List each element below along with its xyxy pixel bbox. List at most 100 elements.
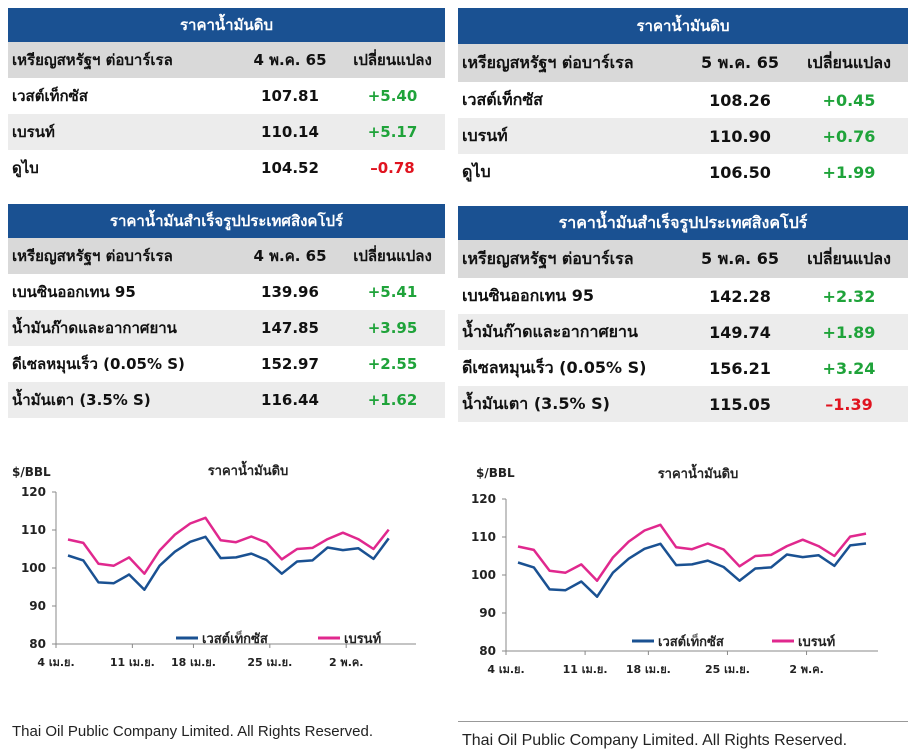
row-change: +1.99: [822, 162, 876, 182]
row-change: +1.62: [367, 391, 418, 409]
x-tick-label: 4 เม.ย.: [37, 656, 74, 669]
table-row: เบรนท์ 110.90 +0.76: [458, 118, 908, 154]
column-unit: เหรียญสหรัฐฯ ต่อบาร์เรล: [12, 51, 173, 69]
row-price: 106.50: [709, 162, 771, 182]
row-name: น้ำมันก๊าดและอากาศยาน: [462, 321, 638, 341]
series-line-wti: [517, 542, 867, 598]
column-unit: เหรียญสหรัฐฯ ต่อบาร์เรล: [462, 248, 634, 268]
table-row: น้ำมันเตา (3.5% S) 115.05 –1.39: [458, 386, 908, 422]
x-tick-label: 25 เม.ย.: [705, 663, 750, 676]
table-row: เบรนท์ 110.14 +5.17: [8, 114, 445, 150]
column-change: เปลี่ยนแปลง: [807, 248, 891, 268]
row-price: 115.05: [709, 394, 771, 414]
y-tick-label: 90: [479, 606, 496, 620]
y-tick-label: 120: [21, 485, 46, 499]
row-name: เวสต์เท็กซัส: [462, 89, 543, 109]
table-row: ดีเซลหมุนเร็ว (0.05% S) 152.97 +2.55: [8, 346, 445, 382]
row-price: 110.90: [709, 126, 771, 146]
row-name: น้ำมันก๊าดและอากาศยาน: [12, 319, 177, 337]
x-tick-label: 4 เม.ย.: [487, 663, 524, 676]
row-name: ดีเซลหมุนเร็ว (0.05% S): [12, 355, 185, 373]
column-unit: เหรียญสหรัฐฯ ต่อบาร์เรล: [462, 52, 634, 72]
row-price: 108.26: [709, 90, 771, 110]
table-row: ดูไบ 106.50 +1.99: [458, 154, 908, 190]
row-price: 147.85: [261, 319, 319, 337]
crude-column-headers: เหรียญสหรัฐฯ ต่อบาร์เรล 5 พ.ค. 65 เปลี่ย…: [458, 44, 908, 82]
column-date: 5 พ.ค. 65: [701, 52, 779, 72]
table-row: เวสต์เท็กซัส 108.26 +0.45: [458, 82, 908, 118]
series-line-brent: [517, 523, 867, 582]
row-name: น้ำมันเตา (3.5% S): [462, 393, 610, 413]
x-tick-label: 2 พ.ค.: [789, 663, 823, 676]
row-change: +0.45: [822, 90, 876, 110]
refined-column-headers: เหรียญสหรัฐฯ ต่อบาร์เรล 5 พ.ค. 65 เปลี่ย…: [458, 240, 908, 278]
legend-label: เบรนท์: [798, 634, 835, 650]
column-unit: เหรียญสหรัฐฯ ต่อบาร์เรล: [12, 247, 173, 265]
row-change: +5.41: [367, 283, 418, 301]
row-change: +3.95: [367, 319, 418, 337]
row-price: 116.44: [261, 391, 319, 409]
refined-table: ราคาน้ำมันสำเร็จรูปประเทศสิงคโปร์ เหรียญ…: [8, 204, 445, 418]
series-line-wti: [67, 535, 390, 591]
x-tick-label: 18 เม.ย.: [171, 656, 216, 669]
y-tick-label: 80: [29, 637, 46, 651]
row-change: –1.39: [825, 394, 873, 414]
row-name: ดูไบ: [462, 161, 491, 181]
y-axis-unit: $/BBL: [476, 466, 515, 480]
row-price: 149.74: [709, 322, 771, 342]
y-tick-label: 100: [21, 561, 46, 575]
column-change: เปลี่ยนแปลง: [353, 247, 432, 265]
chart-title: ราคาน้ำมันดิบ: [208, 460, 289, 479]
column-date: 4 พ.ค. 65: [253, 247, 327, 265]
row-name: ดูไบ: [12, 159, 39, 177]
x-tick-label: 18 เม.ย.: [626, 663, 671, 676]
row-name: ดีเซลหมุนเร็ว (0.05% S): [462, 357, 647, 377]
crude-table: ราคาน้ำมันดิบ เหรียญสหรัฐฯ ต่อบาร์เรล 5 …: [458, 8, 908, 190]
row-price: 139.96: [261, 283, 319, 301]
legend-label: เบรนท์: [344, 631, 381, 647]
row-change: –0.78: [370, 159, 415, 177]
row-name: เบรนท์: [462, 125, 508, 145]
row-name: เบนซินออกเทน 95: [462, 285, 595, 305]
crude-price-chart-left: ราคาน้ำมันดิบ $/BBL 80 90 100 110 120 4 เม.ย. 11…: [12, 460, 416, 669]
crude-price-chart-right: ราคาน้ำมันดิบ $/BBL 80 90 100 110 120 4 เม.ย. 11…: [471, 463, 878, 676]
y-tick-label: 110: [471, 530, 496, 544]
row-price: 110.14: [261, 123, 319, 141]
table-row: เบนซินออกเทน 95 142.28 +2.32: [458, 278, 908, 314]
row-change: +2.55: [367, 355, 418, 373]
row-change: +5.40: [367, 87, 418, 105]
crude-table: ราคาน้ำมันดิบ เหรียญสหรัฐฯ ต่อบาร์เรล 4 …: [8, 8, 445, 186]
footer-text: Thai Oil Public Company Limited. All Rig…: [462, 732, 848, 749]
x-tick-label: 11 เม.ย.: [110, 656, 155, 669]
refined-table: ราคาน้ำมันสำเร็จรูปประเทศสิงคโปร์ เหรียญ…: [458, 206, 908, 422]
table-row: น้ำมันเตา (3.5% S) 116.44 +1.62: [8, 382, 445, 418]
chart-title: ราคาน้ำมันดิบ: [658, 463, 739, 482]
legend-label: เวสต์เท็กซัส: [202, 629, 268, 647]
refined-table-title: ราคาน้ำมันสำเร็จรูปประเทศสิงคโปร์: [458, 206, 908, 240]
x-tick-label: 11 เม.ย.: [563, 663, 608, 676]
column-change: เปลี่ยนแปลง: [353, 51, 432, 69]
row-price: 107.81: [261, 87, 319, 105]
row-change: +0.76: [822, 126, 876, 146]
column-date: 4 พ.ค. 65: [253, 51, 327, 69]
row-name: เวสต์เท็กซัส: [12, 87, 88, 105]
y-tick-label: 120: [471, 492, 496, 506]
legend-label: เวสต์เท็กซัส: [658, 632, 724, 650]
table-row: เบนซินออกเทน 95 139.96 +5.41: [8, 274, 445, 310]
crude-column-headers: เหรียญสหรัฐฯ ต่อบาร์เรล 4 พ.ค. 65 เปลี่ย…: [8, 42, 445, 78]
series-line-brent: [67, 516, 390, 575]
table-row: น้ำมันก๊าดและอากาศยาน 147.85 +3.95: [8, 310, 445, 346]
row-price: 152.97: [261, 355, 319, 373]
y-tick-label: 90: [29, 599, 46, 613]
crude-table-title: ราคาน้ำมันดิบ: [458, 8, 908, 44]
x-tick-label: 25 เม.ย.: [247, 656, 292, 669]
row-price: 156.21: [709, 358, 771, 378]
row-change: +5.17: [367, 123, 418, 141]
row-name: เบนซินออกเทน 95: [12, 283, 136, 301]
table-row: ดูไบ 104.52 –0.78: [8, 150, 445, 186]
table-row: น้ำมันก๊าดและอากาศยาน 149.74 +1.89: [458, 314, 908, 350]
row-name: น้ำมันเตา (3.5% S): [12, 391, 151, 409]
row-change: +2.32: [822, 286, 876, 306]
y-tick-label: 100: [471, 568, 496, 582]
row-name: เบรนท์: [12, 123, 55, 141]
